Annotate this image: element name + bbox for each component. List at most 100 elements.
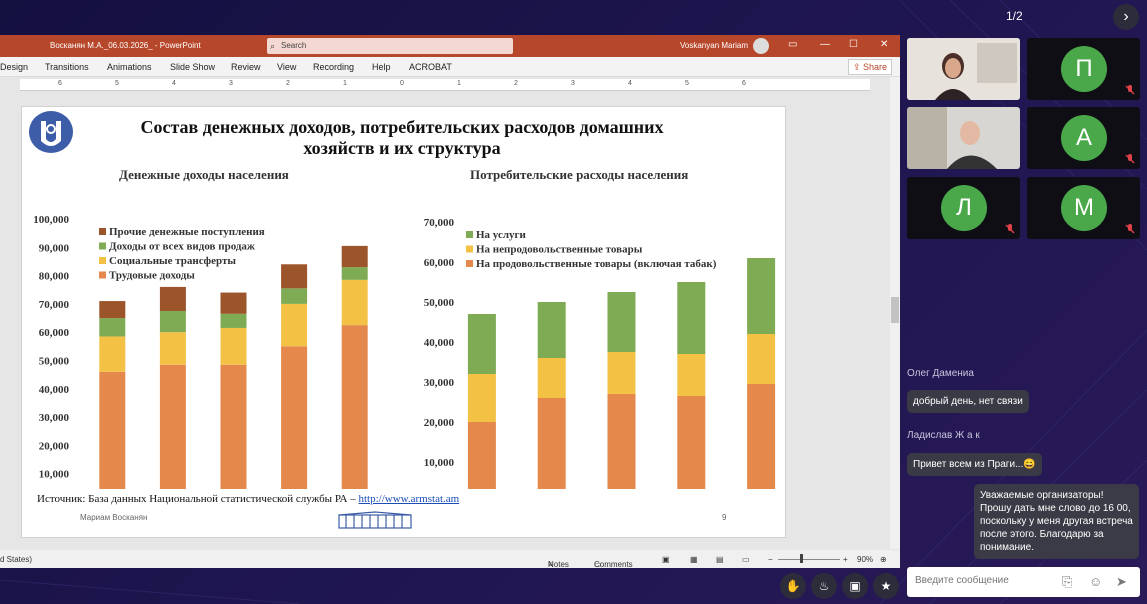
y-tick-label: 40,000 xyxy=(424,337,455,349)
participant-avatar: Л xyxy=(941,185,987,231)
bar-segment xyxy=(281,346,308,489)
participant-video-1[interactable] xyxy=(907,38,1020,100)
participant-video-2[interactable] xyxy=(907,107,1020,169)
maximize-icon[interactable]: ☐ xyxy=(849,39,858,50)
zoom-out-icon[interactable]: − xyxy=(768,555,773,564)
mic-muted-icon xyxy=(1125,154,1135,164)
tab-recording[interactable]: Recording xyxy=(313,62,355,72)
user-avatar[interactable] xyxy=(753,38,769,54)
hand-icon: ✋ xyxy=(785,579,801,593)
reading-view-icon[interactable]: ▤ xyxy=(716,555,724,564)
ruler-mark: 1 xyxy=(343,80,347,87)
tab-acrobat[interactable]: ACROBAT xyxy=(409,62,452,72)
chat-input-box[interactable]: ⎘ ☺ ➤ xyxy=(907,567,1140,597)
raise-hand-button[interactable]: ✋ xyxy=(780,573,806,599)
ruler-mark: 5 xyxy=(115,80,119,87)
ruler-mark: 2 xyxy=(514,80,518,87)
share-button[interactable]: ⇪ Share xyxy=(848,59,892,75)
participant-tile[interactable]: П xyxy=(1027,38,1140,100)
tab-slide-show[interactable]: Slide Show xyxy=(170,62,216,72)
scroll-thumb[interactable] xyxy=(891,297,899,323)
ruler: 6 5 4 3 2 1 0 1 2 3 4 5 6 xyxy=(20,79,870,91)
source-line: Источник: База данных Национальной стати… xyxy=(37,493,459,505)
emoji-icon[interactable]: ☺ xyxy=(1089,574,1103,589)
star-icon: ★ xyxy=(880,579,892,593)
tab-animations[interactable]: Animations xyxy=(107,62,152,72)
search-box[interactable]: ⌕ Search xyxy=(267,38,513,54)
tab-help[interactable]: Help xyxy=(372,62,391,72)
y-tick-label: 10,000 xyxy=(39,469,70,481)
y-tick-label: 40,000 xyxy=(39,384,70,396)
slide[interactable]: Состав денежных доходов, потребительских… xyxy=(21,106,786,538)
y-tick-label: 30,000 xyxy=(39,412,70,424)
tab-view[interactable]: View xyxy=(277,62,297,72)
bar-segment xyxy=(467,422,496,489)
y-tick-label: 70,000 xyxy=(424,217,455,229)
attach-icon[interactable]: ⎘ xyxy=(1062,574,1073,589)
legend-swatch xyxy=(99,271,106,279)
ruler-mark: 6 xyxy=(742,80,746,87)
bar-segment xyxy=(220,327,247,365)
document-title: Восканян М.А._06.03.2026_ - PowerPoint xyxy=(50,41,201,50)
minimize-icon[interactable]: — xyxy=(820,39,830,50)
picture-in-picture-button[interactable]: ▣ xyxy=(842,573,868,599)
language-status: d States) xyxy=(0,555,33,564)
mic-muted-icon xyxy=(1125,85,1135,95)
participant-video-image xyxy=(907,107,1020,169)
bar-segment xyxy=(677,282,706,354)
ruler-mark: 4 xyxy=(628,80,632,87)
reactions-button[interactable]: ♨ xyxy=(811,573,837,599)
comments-label: Comments xyxy=(594,560,633,568)
slide-title-line1: Состав денежных доходов, потребительских… xyxy=(140,117,664,137)
fit-slide-icon[interactable]: ⊕ xyxy=(880,555,887,564)
logo xyxy=(29,111,73,153)
participant-tile[interactable]: А xyxy=(1027,107,1140,169)
expenses-chart: 010,00020,00030,00040,00050,00060,00070,… xyxy=(424,217,776,489)
bar-segment xyxy=(159,364,186,489)
source-link[interactable]: http://www.armstat.am xyxy=(358,493,460,505)
ruler-mark: 2 xyxy=(286,80,290,87)
building-logo-icon xyxy=(338,511,412,529)
chat-message: добрый день, нет связи xyxy=(907,390,1029,413)
chat-message-input[interactable] xyxy=(915,575,1055,586)
chat-message: Привет всем из Праги...😄 xyxy=(907,453,1042,476)
bar-segment xyxy=(281,264,308,289)
bar-segment xyxy=(99,371,126,489)
bar-segment xyxy=(341,245,368,268)
legend-swatch xyxy=(466,260,473,267)
bar-segment xyxy=(99,301,126,319)
slideshow-icon[interactable]: ▭ xyxy=(742,555,750,564)
zoom-slider-thumb[interactable] xyxy=(800,554,803,563)
bar-segment xyxy=(341,279,368,326)
zoom-slider[interactable] xyxy=(778,559,840,560)
title-bar: Восканян М.А._06.03.2026_ - PowerPoint ⌕… xyxy=(0,35,900,57)
tab-design[interactable]: Design xyxy=(0,62,29,72)
ribbon-display-icon[interactable]: ▭ xyxy=(788,39,798,50)
pip-icon: ▣ xyxy=(849,579,861,593)
participant-tile[interactable]: Л xyxy=(907,177,1020,239)
tab-review[interactable]: Review xyxy=(231,62,261,72)
legend-label: Прочие денежные поступления xyxy=(109,226,265,238)
zoom-level[interactable]: 90% xyxy=(857,555,874,564)
next-page-button[interactable]: › xyxy=(1113,4,1139,30)
bar-segment xyxy=(281,303,308,347)
vertical-scrollbar[interactable] xyxy=(890,77,900,549)
tab-transitions[interactable]: Transitions xyxy=(45,62,89,72)
bar-segment xyxy=(747,334,776,384)
y-tick-label: 80,000 xyxy=(39,271,70,283)
zoom-in-icon[interactable]: + xyxy=(843,555,848,564)
normal-view-icon[interactable]: ▣ xyxy=(662,555,670,564)
slide-sorter-icon[interactable]: ▦ xyxy=(690,555,698,564)
send-icon[interactable]: ➤ xyxy=(1116,574,1127,589)
y-tick-label: 70,000 xyxy=(39,299,70,311)
favorites-button[interactable]: ★ xyxy=(873,573,899,599)
legend-label: Социальные трансферты xyxy=(109,255,236,267)
participant-avatar: П xyxy=(1061,46,1107,92)
bar-segment xyxy=(99,318,126,337)
chart-title-expenses: Потребительские расходы населения xyxy=(470,167,689,182)
close-icon[interactable]: ✕ xyxy=(880,39,889,50)
share-icon: ⇪ xyxy=(852,62,861,72)
author-name: Мариам Восканян xyxy=(80,513,148,522)
status-bar: d States) ≡ Notes ▭ Comments ▣ ▦ ▤ ▭ − +… xyxy=(0,550,900,568)
participant-tile[interactable]: М xyxy=(1027,177,1140,239)
